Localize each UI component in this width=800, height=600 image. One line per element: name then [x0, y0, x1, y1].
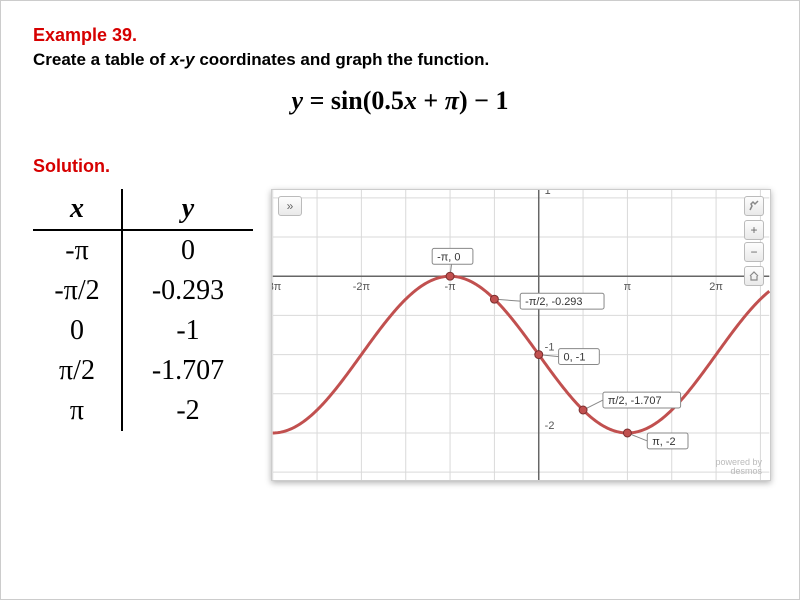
table-cell-x: π [33, 391, 123, 431]
prompt-xy: x-y [170, 50, 195, 69]
equation-const: 1 [495, 86, 508, 115]
settings-button[interactable] [744, 196, 764, 216]
svg-text:1: 1 [545, 190, 551, 197]
xy-table: x y -π0-π/2-0.2930-1π/2-1.707π-2 [33, 189, 253, 431]
collapse-button[interactable]: » [278, 196, 302, 216]
table-cell-y: -1.707 [123, 351, 253, 391]
table-header-x: x [33, 189, 123, 229]
equation-lhs: y [292, 86, 304, 115]
graph-svg: -3π -2π -π π 2π -2 -1 1 -π, 0 -π/2, -0.293 0, -1 π/… [272, 190, 770, 480]
prompt-pre: Create a table of [33, 50, 170, 69]
table-cell-x: -π/2 [33, 271, 123, 311]
equation-eq: = [310, 86, 331, 115]
svg-text:π/2, -1.707: π/2, -1.707 [608, 395, 662, 407]
home-button[interactable] [744, 266, 764, 286]
table-row: -π0 [33, 231, 253, 271]
credit-bottom: desmos [715, 467, 762, 476]
prompt-post: coordinates and graph the function. [199, 50, 489, 69]
svg-text:π, -2: π, -2 [652, 436, 675, 448]
svg-text:2π: 2π [709, 281, 723, 293]
table-cell-x: 0 [33, 311, 123, 351]
svg-text:-2: -2 [545, 420, 555, 432]
svg-text:-π/2, -0.293: -π/2, -0.293 [525, 296, 582, 308]
svg-text:-π: -π [444, 281, 456, 293]
graph-panel: -3π -2π -π π 2π -2 -1 1 -π, 0 -π/2, -0.293 0, -1 π/… [271, 189, 771, 481]
svg-text:0, -1: 0, -1 [564, 352, 586, 364]
table-cell-x: π/2 [33, 351, 123, 391]
table-cell-x: -π [33, 231, 123, 271]
zoom-out-button[interactable]: − [744, 242, 764, 262]
table-cell-y: 0 [123, 231, 253, 271]
svg-text:-1: -1 [545, 342, 555, 354]
solution-label: Solution. [33, 156, 767, 177]
example-number: Example 39. [33, 25, 767, 46]
svg-text:-π, 0: -π, 0 [437, 251, 460, 263]
equation-coef: 0.5 [371, 86, 404, 115]
table-cell-y: -2 [123, 391, 253, 431]
table-row: 0-1 [33, 311, 253, 351]
table-row: π/2-1.707 [33, 351, 253, 391]
equation-var: x [404, 86, 417, 115]
svg-text:-2π: -2π [353, 281, 371, 293]
zoom-in-button[interactable]: + [744, 220, 764, 240]
equation-func: sin [331, 86, 363, 115]
table-row: -π/2-0.293 [33, 271, 253, 311]
desmos-credit: powered by desmos [715, 458, 762, 476]
equation: y = sin(0.5x + π) − 1 [33, 86, 767, 116]
table-header-y: y [123, 189, 253, 229]
equation-plus: + [423, 86, 444, 115]
prompt-text: Create a table of x-y coordinates and gr… [33, 50, 767, 70]
equation-pi: π [445, 86, 459, 115]
svg-text:-3π: -3π [272, 281, 282, 293]
table-cell-y: -1 [123, 311, 253, 351]
table-cell-y: -0.293 [123, 271, 253, 311]
svg-text:π: π [624, 281, 632, 293]
equation-minus: − [474, 86, 495, 115]
table-row: π-2 [33, 391, 253, 431]
